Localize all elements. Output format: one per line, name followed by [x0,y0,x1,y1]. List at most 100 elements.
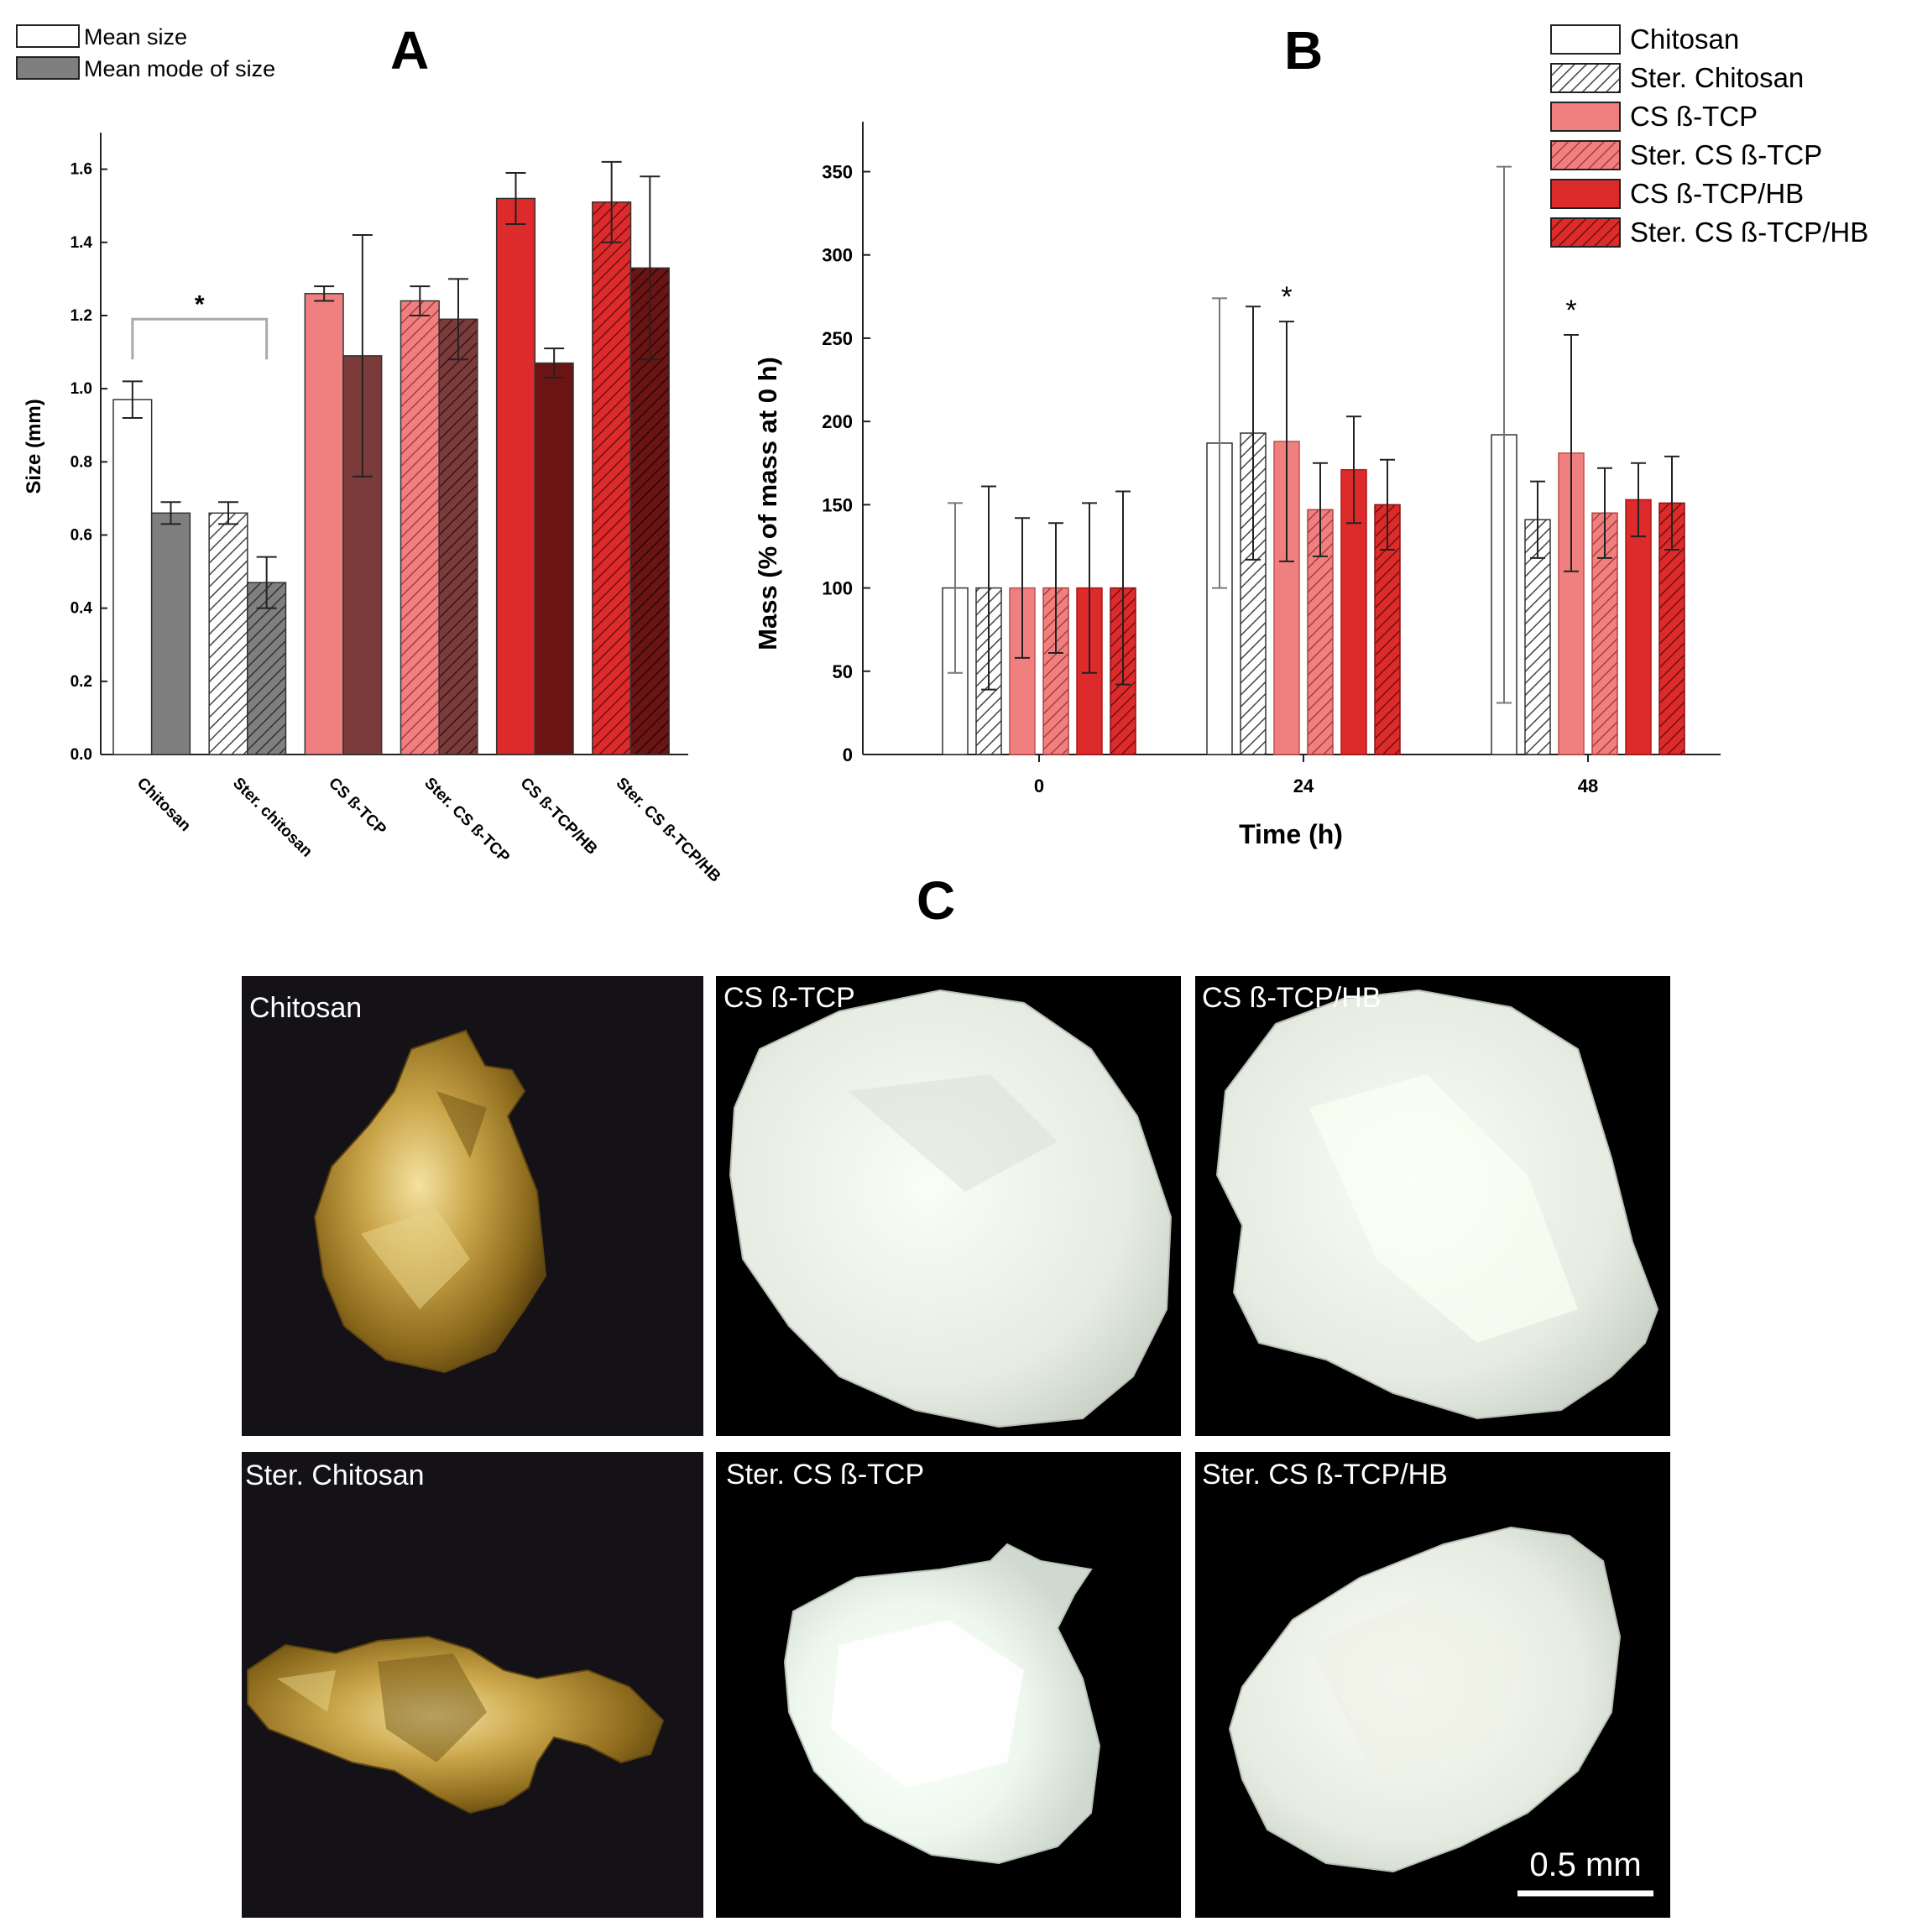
panel-b-error-bar [1346,415,1361,525]
gold-sample-shape [313,1029,547,1374]
panel-b-y-tick-label: 50 [833,661,853,682]
panel-letter-b: B [1284,20,1323,81]
panel-a-legend: Mean size Mean mode of size [16,24,275,81]
panel-b-significance-label: * [1565,295,1576,326]
panel-a-bar [304,293,344,755]
panel-a-plot: 0.0 0.2 0.4 0.6 0.8 1.0 1.2 1.4 1.6 Chitosan Ster.… [71,133,724,885]
panel-letter-a: A [390,20,429,81]
photo-label: Ster. CS ß-TCP [726,1459,924,1491]
panel-b-mass-chart: B Chitosan Ster. Chitosan CS ß-TCP Ster. CS… [753,20,1868,849]
photo-cs-tcp: CS ß-TCP [716,976,1181,1436]
photo-label: CS ß-TCP [723,982,855,1014]
panel-a-y-tick-label: 0.8 [71,453,92,471]
panel-b-legend-label: CS ß-TCP [1630,101,1758,132]
panel-letter-c: C [917,870,955,931]
panel-a-error-bar [410,285,431,316]
panel-a-x-tick-label: Ster. chitosan [229,775,316,861]
panel-b-error-bar [1380,458,1395,551]
panel-b-x-axis-label: Time (h) [1239,819,1343,849]
panel-a-bar [150,512,191,755]
panel-a-error-bar [256,556,277,609]
panel-a-significance-label: * [195,290,205,318]
panel-b-error-bar [1212,297,1227,589]
panel-b-error-bar [1246,305,1261,561]
panel-b-y-tick-label: 350 [822,162,853,183]
panel-b-legend-label: Chitosan [1630,23,1739,55]
panel-a-error-bar [314,285,335,302]
panel-b-error-bar [1564,333,1579,572]
photo-label: Ster. Chitosan [245,1459,425,1491]
panel-a-error-bar [352,234,373,478]
panel-a-error-bar [505,171,526,225]
panel-b-bar [1558,452,1585,755]
panel-b-x-tick-label: 0 [1034,775,1044,796]
panel-b-error-bar [1597,467,1612,559]
panel-b-error-bar [1048,522,1063,654]
photo-label: Ster. CS ß-TCP/HB [1202,1459,1448,1491]
panel-a-legend-swatch [16,24,80,48]
panel-a-y-tick-label: 1.4 [71,234,93,252]
panel-b-x-tick-label: 24 [1293,775,1314,796]
panel-a-y-tick-label: 0.0 [71,746,92,764]
panel-b-y-tick-label: 300 [822,245,853,266]
photo-ster-cs-tcp: Ster. CS ß-TCP [716,1452,1181,1918]
panel-b-legend-label: Ster. CS ß-TCP [1630,139,1822,170]
photo-label: Chitosan [249,992,362,1024]
panel-b-error-bar [1530,480,1545,559]
panel-a-bar [400,300,440,755]
panel-b-error-bar [1313,462,1328,557]
panel-b-y-tick-label: 250 [822,328,853,349]
panel-b-plot: 0 50 100 150 200 250 300 350 0 24 48 * * [822,122,1721,796]
panel-a-y-tick-label: 0.4 [71,600,93,618]
panel-b-legend-label: CS ß-TCP/HB [1630,178,1804,209]
panel-b-legend-swatch [1550,24,1621,55]
panel-a-bar [112,399,153,755]
panel-b-legend-swatch [1550,102,1621,132]
panel-b-y-tick-label: 0 [843,744,853,765]
panel-b-legend-swatch [1550,217,1621,248]
panel-b-error-bar [1279,321,1294,562]
panel-a-legend-label: Mean mode of size [84,56,275,81]
panel-a-error-bar [160,501,181,525]
panel-a-error-bar [448,278,468,361]
panel-a-bar [592,201,632,755]
panel-b-error-bar [1664,455,1679,551]
panel-a-y-tick-label: 0.2 [71,673,92,691]
panel-a-bar [247,582,287,755]
panel-a-error-bar [544,347,565,379]
panel-a-bar [438,318,478,755]
panel-b-significance-label: * [1281,281,1292,313]
panel-a-y-tick-label: 1.6 [71,161,92,179]
panel-a-significance-bracket [131,317,269,360]
panel-a-x-tick-label: Ster. CS ß-TCP [420,775,513,867]
panel-b-legend: Chitosan Ster. Chitosan CS ß-TCP Ster. CS ß… [1550,23,1868,248]
panel-a-error-bar [218,501,238,525]
panel-a-error-bar [601,160,622,243]
panel-a-bar [208,512,248,755]
panel-b-y-axis-label: Mass (% of mass at 0 h) [753,357,782,650]
panel-b-y-tick-label: 150 [822,494,853,515]
panel-b-legend-swatch [1550,63,1621,93]
panel-a-x-tick-label: Ster. CS ß-TCP/HB [613,775,724,886]
panel-a-size-chart: A Mean size Mean mode of size 0.0 0.2 0.4 0.… [16,20,724,885]
panel-b-y-tick-label: 200 [822,411,853,432]
panel-a-legend-label: Mean size [84,24,187,50]
panel-a-y-tick-label: 1.2 [71,307,92,325]
panel-b-error-bar [981,485,996,691]
scale-bar-label: 0.5 mm [1529,1846,1641,1883]
panel-b-error-bar [1631,462,1646,538]
photo-label: CS ß-TCP/HB [1202,982,1381,1014]
panel-a-legend-swatch [16,56,80,80]
panel-a-bar [534,362,574,755]
panel-b-legend-label: Ster. Chitosan [1630,62,1804,93]
photo-chitosan: Chitosan [242,976,703,1436]
panel-b-x-tick-label: 48 [1578,775,1598,796]
panel-b-error-bar [1115,490,1131,686]
panel-b-bar [1625,499,1652,755]
panel-b-y-tick-label: 100 [822,578,853,599]
panel-a-x-tick-label: Chitosan [133,775,194,835]
photo-cs-tcp-hb: CS ß-TCP/HB [1195,976,1670,1436]
photo-ster-cs-tcp-hb: Ster. CS ß-TCP/HB 0.5 mm [1195,1452,1670,1918]
panel-b-error-bar [1015,517,1030,659]
